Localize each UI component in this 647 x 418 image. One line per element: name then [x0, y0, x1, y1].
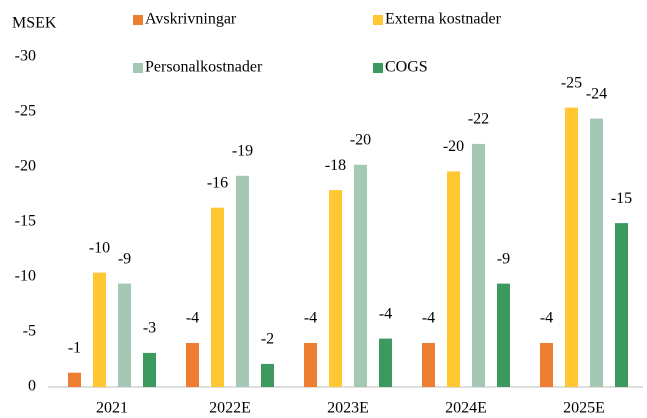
bar — [68, 372, 81, 387]
value-label: -4 — [379, 305, 392, 322]
value-label: -3 — [143, 320, 156, 337]
y-tick-label: -20 — [15, 158, 36, 175]
y-axis-label: MSEK — [12, 15, 57, 32]
bar — [93, 272, 106, 387]
bar — [236, 175, 249, 387]
value-label: -25 — [561, 74, 582, 91]
y-tick-label: -5 — [23, 323, 36, 340]
bar — [186, 343, 199, 387]
bar — [422, 343, 435, 387]
bar — [540, 343, 553, 387]
legend-swatch — [373, 15, 383, 25]
bar — [143, 352, 156, 387]
bar — [615, 223, 628, 387]
value-label: -16 — [207, 174, 228, 191]
value-label: -9 — [118, 250, 131, 267]
x-tick-label: 2025E — [563, 400, 605, 417]
bar — [354, 164, 367, 387]
value-label: -20 — [350, 131, 371, 148]
bar — [472, 143, 485, 387]
value-label: -15 — [611, 190, 632, 207]
bar — [497, 283, 510, 387]
bar — [329, 190, 342, 387]
bar — [565, 107, 578, 387]
value-label: -2 — [261, 331, 274, 348]
legend-swatch — [373, 63, 383, 73]
y-tick-label: -15 — [15, 213, 36, 230]
bar — [304, 343, 317, 387]
legend-swatch — [133, 15, 143, 25]
bar — [590, 118, 603, 387]
x-tick-label: 2021 — [96, 400, 128, 417]
legend-label: Externa kostnader — [385, 11, 502, 28]
value-label: -4 — [540, 310, 553, 327]
value-label: -22 — [468, 111, 489, 128]
bar — [118, 283, 131, 387]
value-label: -1 — [68, 339, 81, 356]
bar — [447, 171, 460, 387]
x-tick-label: 2023E — [327, 400, 369, 417]
y-tick-label: -30 — [15, 48, 36, 65]
value-label: -4 — [304, 310, 317, 327]
legend-label: Personalkostnader — [145, 59, 263, 76]
value-label: -9 — [497, 250, 510, 267]
value-label: -4 — [422, 310, 435, 327]
y-tick-label: -10 — [15, 268, 36, 285]
y-tick-label: 0 — [28, 378, 36, 395]
bar — [379, 338, 392, 387]
legend-swatch — [133, 63, 143, 73]
y-tick-label: -25 — [15, 103, 36, 120]
bar — [211, 207, 224, 387]
bar — [261, 363, 274, 387]
value-label: -20 — [443, 138, 464, 155]
legend-label: COGS — [385, 59, 428, 76]
value-label: -19 — [232, 142, 253, 159]
x-tick-label: 2024E — [445, 400, 487, 417]
value-label: -24 — [586, 85, 607, 102]
value-label: -4 — [186, 310, 199, 327]
value-label: -10 — [89, 239, 110, 256]
legend-label: Avskrivningar — [145, 11, 237, 28]
value-label: -18 — [325, 157, 346, 174]
x-tick-label: 2022E — [209, 400, 251, 417]
